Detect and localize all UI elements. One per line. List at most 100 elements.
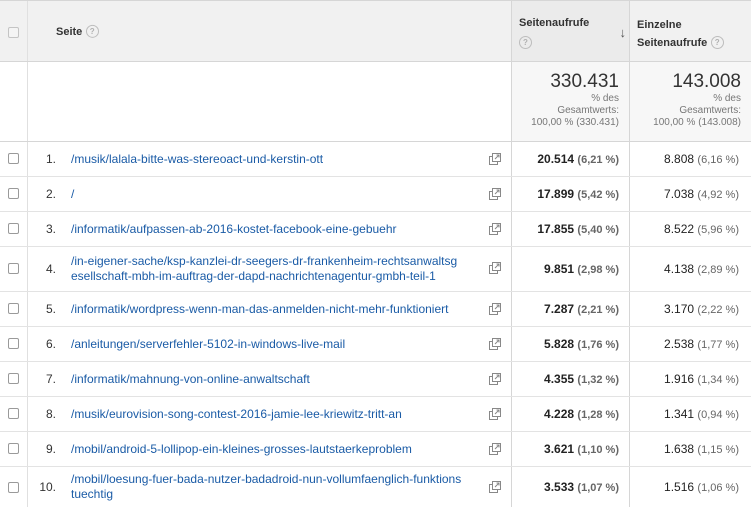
row-index: 10. <box>39 480 56 494</box>
table-row: 4. /in-eigener-sache/ksp-kanzlei-dr-seeg… <box>0 247 751 292</box>
unique-percent: (6,16 %) <box>697 154 739 166</box>
unique-total-sub3: 100,00 % (143.008) <box>653 117 741 128</box>
table-row: 6. /anleitungen/serverfehler-5102-in-win… <box>0 327 751 362</box>
external-link-icon[interactable] <box>489 408 501 420</box>
views-value: 4.355 <box>544 372 575 386</box>
unique-views-label-line1[interactable]: Einzelne <box>637 19 682 31</box>
views-column-header[interactable]: Seitenaufrufe ? ↓ <box>511 1 629 61</box>
views-value: 7.287 <box>544 302 575 316</box>
table-row: 9. /mobil/android-5-lollipop-ein-kleines… <box>0 432 751 467</box>
unique-views-label-line2[interactable]: Seitenaufrufe <box>637 37 708 49</box>
page-link[interactable]: /informatik/wordpress-wenn-man-das-anmel… <box>71 302 449 316</box>
row-checkbox[interactable] <box>8 188 19 199</box>
page-link-line2[interactable]: esellschaft-mbh-im-auftrag-der-dapd-nach… <box>71 269 436 283</box>
unique-value: 8.522 <box>664 222 695 236</box>
table-row: 10. /mobil/loesung-fuer-bada-nutzer-bada… <box>0 467 751 507</box>
row-index: 1. <box>45 152 56 166</box>
row-checkbox[interactable] <box>8 373 19 384</box>
page-link[interactable]: /informatik/mahnung-von-online-anwaltsch… <box>71 372 310 386</box>
views-percent: (2,21 %) <box>577 304 619 316</box>
row-checkbox[interactable] <box>8 263 19 274</box>
views-percent: (1,32 %) <box>577 374 619 386</box>
external-link-icon[interactable] <box>489 373 501 385</box>
page-link[interactable]: /musik/eurovision-song-contest-2016-jami… <box>71 407 402 421</box>
views-total-sub1: % des <box>591 93 619 104</box>
unique-percent: (1,06 %) <box>697 482 739 494</box>
page-column-header[interactable]: Seite ? <box>28 1 511 61</box>
views-column-label[interactable]: Seitenaufrufe <box>519 17 590 29</box>
unique-views-column-header[interactable]: Einzelne Seitenaufrufe ? <box>629 1 751 61</box>
external-link-icon[interactable] <box>489 303 501 315</box>
unique-value: 4.138 <box>664 262 695 276</box>
totals-row: 330.431 % des Gesamtwerts: 100,00 % (330… <box>0 62 751 142</box>
views-percent: (1,28 %) <box>577 409 619 421</box>
row-index: 4. <box>45 262 56 276</box>
row-checkbox[interactable] <box>8 223 19 234</box>
help-icon[interactable]: ? <box>710 36 724 50</box>
views-total: 330.431 <box>550 71 619 92</box>
external-link-icon[interactable] <box>489 153 501 165</box>
views-value: 17.855 <box>537 222 575 236</box>
page-link[interactable]: /in-eigener-sache/ksp-kanzlei-dr-seegers… <box>71 254 457 283</box>
unique-value: 8.808 <box>664 152 695 166</box>
views-value: 9.851 <box>544 262 575 276</box>
row-index: 5. <box>45 302 56 316</box>
unique-percent: (1,34 %) <box>697 374 739 386</box>
external-link-icon[interactable] <box>489 188 501 200</box>
page-link[interactable]: /informatik/aufpassen-ab-2016-kostet-fac… <box>71 222 397 236</box>
table-row: 3. /informatik/aufpassen-ab-2016-kostet-… <box>0 212 751 247</box>
totals-check-cell <box>0 62 28 141</box>
page-link-line1[interactable]: /mobil/loesung-fuer-bada-nutzer-badadroi… <box>71 472 462 486</box>
unique-percent: (2,22 %) <box>697 304 739 316</box>
select-all-checkbox[interactable] <box>8 27 19 38</box>
row-checkbox[interactable] <box>8 408 19 419</box>
unique-total: 143.008 <box>672 71 741 92</box>
unique-value: 1.916 <box>664 372 695 386</box>
help-icon[interactable]: ? <box>85 25 99 39</box>
views-percent: (1,76 %) <box>577 339 619 351</box>
views-total-sub2: Gesamtwerts: <box>557 105 619 116</box>
views-percent: (6,21 %) <box>577 154 619 166</box>
table-row: 1. /musik/lalala-bitte-was-stereoact-und… <box>0 142 751 177</box>
external-link-icon[interactable] <box>489 223 501 235</box>
row-checkbox[interactable] <box>8 482 19 493</box>
unique-total-sub1: % des <box>713 93 741 104</box>
page-link[interactable]: /musik/lalala-bitte-was-stereoact-und-ke… <box>71 152 324 166</box>
page-link[interactable]: /mobil/loesung-fuer-bada-nutzer-badadroi… <box>71 472 461 501</box>
views-percent: (5,40 %) <box>577 224 619 236</box>
row-checkbox[interactable] <box>8 153 19 164</box>
page-link-line2[interactable]: tuechtig <box>71 487 114 501</box>
row-checkbox[interactable] <box>8 443 19 454</box>
views-value: 3.621 <box>544 442 575 456</box>
unique-percent: (2,89 %) <box>697 264 739 276</box>
unique-total-sub2: Gesamtwerts: <box>679 105 741 116</box>
page-link[interactable]: /mobil/android-5-lollipop-ein-kleines-gr… <box>71 442 412 456</box>
help-icon[interactable]: ? <box>519 36 532 50</box>
page-link[interactable]: /anleitungen/serverfehler-5102-in-window… <box>71 337 346 351</box>
row-index: 7. <box>45 372 56 386</box>
unique-value: 7.038 <box>664 187 695 201</box>
external-link-icon[interactable] <box>489 443 501 455</box>
page-link[interactable]: / <box>71 187 75 201</box>
row-checkbox[interactable] <box>8 303 19 314</box>
unique-percent: (4,92 %) <box>697 189 739 201</box>
views-total-cell: 330.431 % des Gesamtwerts: 100,00 % (330… <box>511 62 629 141</box>
row-index: 6. <box>45 337 56 351</box>
table-row: 8. /musik/eurovision-song-contest-2016-j… <box>0 397 751 432</box>
sort-descending-icon[interactable]: ↓ <box>619 25 627 40</box>
row-checkbox[interactable] <box>8 338 19 349</box>
views-percent: (5,42 %) <box>577 189 619 201</box>
external-link-icon[interactable] <box>489 481 501 493</box>
unique-value: 3.170 <box>664 302 695 316</box>
external-link-icon[interactable] <box>489 338 501 350</box>
external-link-icon[interactable] <box>489 262 501 274</box>
views-value: 3.533 <box>544 480 575 494</box>
unique-percent: (1,15 %) <box>697 444 739 456</box>
views-value: 5.828 <box>544 337 575 351</box>
page-link-line1[interactable]: /in-eigener-sache/ksp-kanzlei-dr-seegers… <box>71 254 458 268</box>
unique-percent: (1,77 %) <box>697 339 739 351</box>
page-column-label[interactable]: Seite <box>56 25 83 38</box>
unique-value: 2.538 <box>664 337 695 351</box>
table-row: 2. / 17.899 (5,42 %) 7.038 (4,92 %) <box>0 177 751 212</box>
